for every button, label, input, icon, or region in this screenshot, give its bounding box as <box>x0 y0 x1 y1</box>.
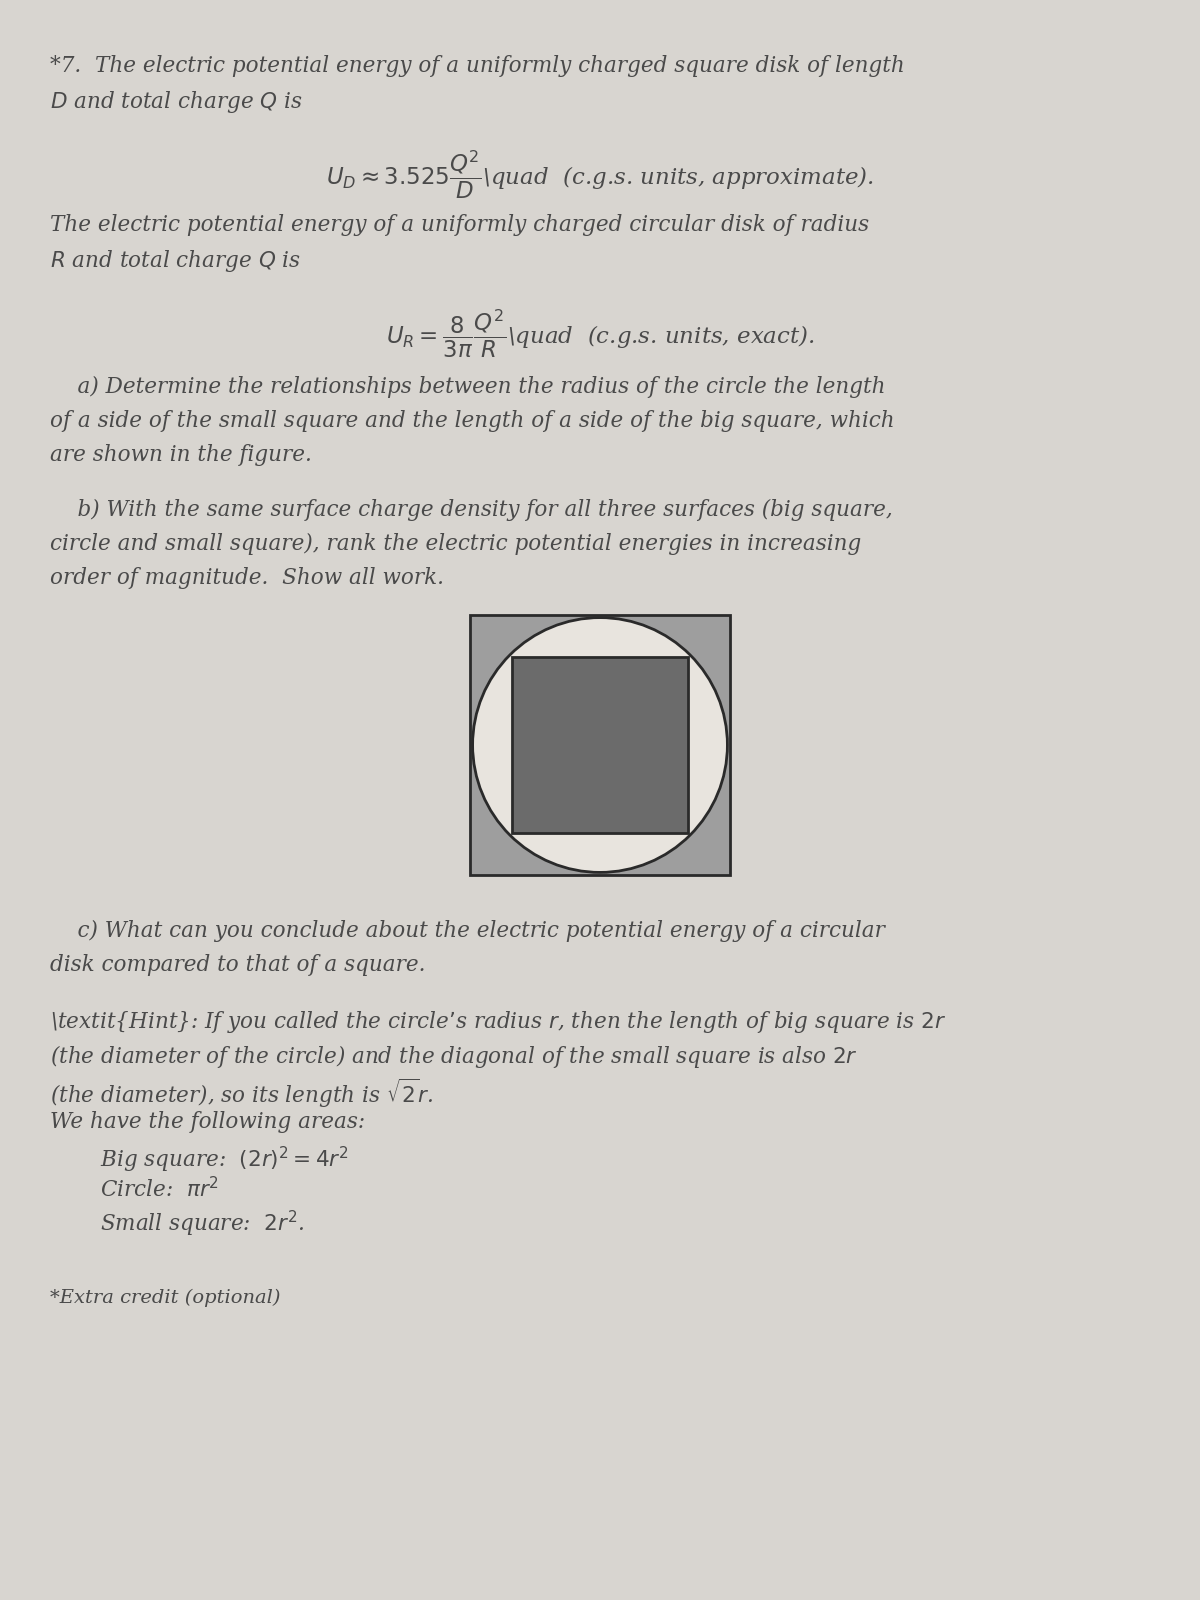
Text: The electric potential energy of a uniformly charged circular disk of radius: The electric potential energy of a unifo… <box>50 214 869 235</box>
Bar <box>511 656 689 834</box>
Text: circle and small square), rank the electric potential energies in increasing: circle and small square), rank the elect… <box>50 533 862 555</box>
Text: Big square:  $(2r)^2 = 4r^2$: Big square: $(2r)^2 = 4r^2$ <box>100 1146 349 1174</box>
Text: disk compared to that of a square.: disk compared to that of a square. <box>50 954 426 976</box>
Text: are shown in the figure.: are shown in the figure. <box>50 443 312 466</box>
Text: Circle:  $\pi r^2$: Circle: $\pi r^2$ <box>100 1178 220 1202</box>
Text: (the diameter), so its length is $\sqrt{2}r$.: (the diameter), so its length is $\sqrt{… <box>50 1077 433 1110</box>
Text: order of magnitude.  Show all work.: order of magnitude. Show all work. <box>50 566 444 589</box>
Text: $U_D \approx 3.525\dfrac{Q^2}{D}$\quad  (c.g.s. units, approximate).: $U_D \approx 3.525\dfrac{Q^2}{D}$\quad (… <box>326 149 874 202</box>
Text: $D$ and total charge $Q$ is: $D$ and total charge $Q$ is <box>50 90 302 115</box>
Text: (the diameter of the circle) and the diagonal of the small square is also $2r$: (the diameter of the circle) and the dia… <box>50 1043 858 1070</box>
Bar <box>470 614 730 875</box>
Text: of a side of the small square and the length of a side of the big square, which: of a side of the small square and the le… <box>50 410 895 432</box>
Text: *7.  The electric potential energy of a uniformly charged square disk of length: *7. The electric potential energy of a u… <box>50 54 905 77</box>
Text: b) With the same surface charge density for all three surfaces (big square,: b) With the same surface charge density … <box>50 499 893 522</box>
Text: \textit{Hint}: If you called the circle’s radius $r$, then the length of big squ: \textit{Hint}: If you called the circle’… <box>50 1010 946 1035</box>
Text: $U_R = \dfrac{8}{3\pi}\dfrac{Q^2}{R}$\quad  (c.g.s. units, exact).: $U_R = \dfrac{8}{3\pi}\dfrac{Q^2}{R}$\qu… <box>385 307 815 360</box>
Circle shape <box>473 618 727 872</box>
Text: a) Determine the relationships between the radius of the circle the length: a) Determine the relationships between t… <box>50 376 886 398</box>
Text: c) What can you conclude about the electric potential energy of a circular: c) What can you conclude about the elect… <box>50 920 884 942</box>
Text: Small square:  $2r^2$.: Small square: $2r^2$. <box>100 1210 305 1238</box>
Text: We have the following areas:: We have the following areas: <box>50 1110 365 1133</box>
Text: *Extra credit (optional): *Extra credit (optional) <box>50 1290 281 1307</box>
Text: $R$ and total charge $Q$ is: $R$ and total charge $Q$ is <box>50 248 301 274</box>
